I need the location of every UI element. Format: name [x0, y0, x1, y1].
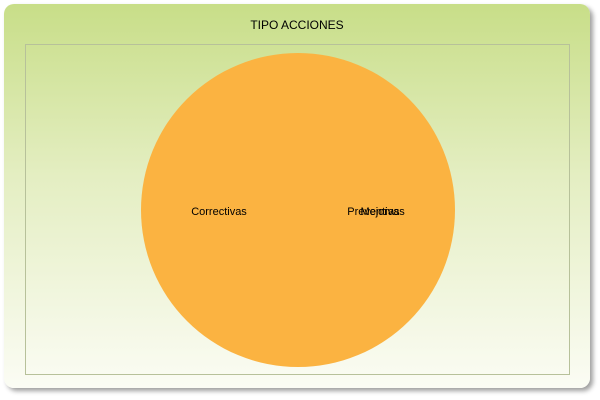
slice-label-preventivas: Preventivas	[347, 206, 405, 218]
pie-slice-correctivas[interactable]	[141, 53, 455, 367]
chart-title: TIPO ACCIONES	[250, 18, 344, 32]
slice-label-correctivas: Correctivas	[191, 206, 247, 218]
plot-area	[25, 44, 570, 375]
slice-label-mejoras: Mejoras	[360, 206, 400, 218]
